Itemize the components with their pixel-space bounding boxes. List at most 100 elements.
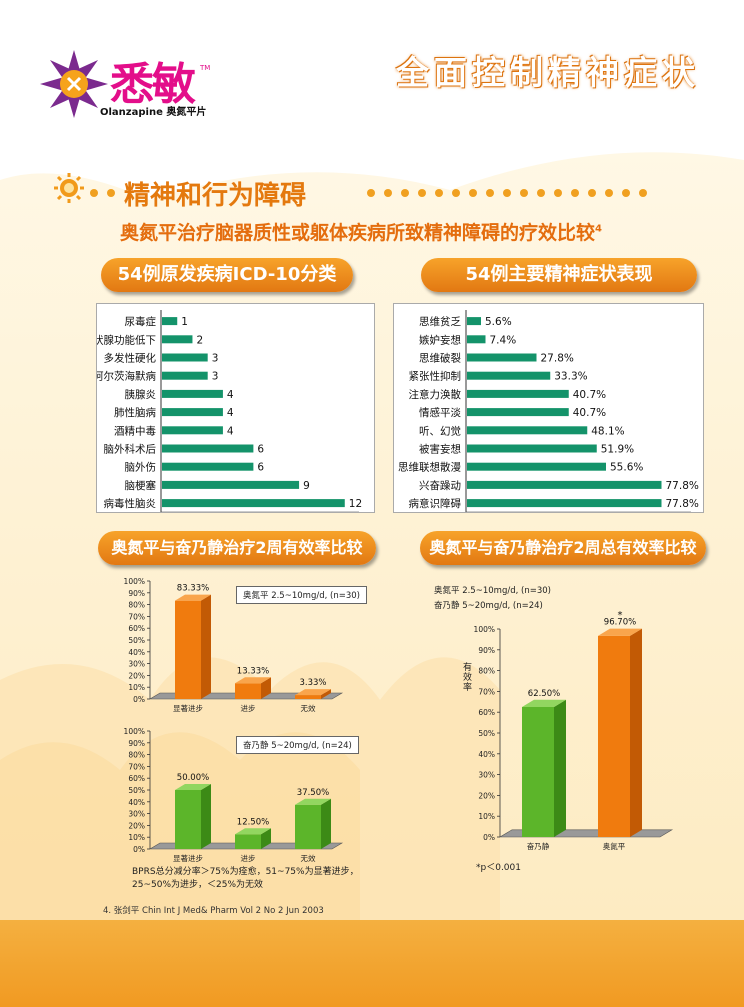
y-tick-label: 100%	[124, 577, 145, 586]
two-week-panel-title: 奥氮平与奋乃静治疗2周有效率比较	[98, 531, 376, 565]
bar	[598, 628, 642, 837]
bar-side	[201, 594, 211, 699]
bar	[467, 389, 569, 398]
sun-icon	[54, 173, 84, 203]
page-title: 全面控制精神症状	[396, 53, 700, 92]
category-label: 无效	[301, 853, 316, 863]
p-value-note: *p＜0.001	[476, 863, 521, 873]
icd-panel-title: 54例原发疾病ICD-10分类	[101, 258, 353, 292]
y-tick-label: 80%	[478, 667, 495, 676]
bar-top	[175, 784, 211, 790]
bar	[162, 408, 223, 417]
bar-front	[295, 804, 321, 849]
y-tick-label: 70%	[128, 612, 145, 621]
bar-side	[321, 689, 331, 699]
y-tick-label: 40%	[128, 648, 145, 657]
bar	[162, 317, 178, 326]
icd-chart-panel: 尿毒症 1 甲状腺功能低下 2 多发性硬化 3 阿尔茨海默病 3 胰腺炎 4 肺性脑病 4 酒精中毒 4 脑…	[83, 303, 375, 516]
y-tick-label: 50%	[128, 636, 145, 645]
bar	[162, 353, 208, 362]
y-tick-label: 0%	[133, 695, 145, 704]
bar	[467, 462, 606, 471]
value-label: 9	[303, 480, 310, 492]
bar-front	[295, 695, 321, 699]
bar-front	[522, 707, 554, 837]
bar-front	[235, 834, 261, 849]
bar-side	[261, 677, 271, 699]
y-tick-label: 20%	[478, 791, 495, 800]
value-label: 5.6%	[485, 316, 512, 328]
bar-front	[175, 790, 201, 849]
category-label: 脑外科术后	[104, 443, 157, 456]
brand-tm: TM	[200, 64, 211, 72]
value-label: 4	[227, 425, 234, 437]
y-tick-label: 80%	[128, 601, 145, 610]
category-label: 肺性脑病	[114, 406, 156, 419]
category-label: 阿尔茨海默病	[97, 370, 156, 383]
y-tick-label: 0%	[483, 833, 495, 842]
y-tick-label: 90%	[478, 646, 495, 655]
data-label: 83.33%	[177, 584, 209, 594]
category-label: 病毒性脑炎	[104, 497, 157, 510]
value-label: 27.8%	[541, 353, 574, 365]
y-tick-label: 80%	[128, 751, 145, 760]
value-label: 1	[181, 316, 188, 328]
y-tick-label: 20%	[128, 821, 145, 830]
significance-star: *	[618, 610, 623, 621]
value-label: 2	[196, 334, 203, 346]
category-label: 甲状腺功能低下	[97, 333, 156, 346]
icd-bar-chart: 尿毒症 1 甲状腺功能低下 2 多发性硬化 3 阿尔茨海默病 3 胰腺炎 4 肺性脑病 4 酒精中毒 4 脑…	[83, 310, 362, 516]
subtitle: 奥氮平治疗脑器质性或躯体疾病所致精神障碍的疗效比较4	[120, 218, 602, 245]
category-label: 奋乃静	[527, 841, 550, 851]
category-label: 病意识障碍	[409, 497, 462, 510]
brand-name: 悉敏	[110, 59, 196, 110]
category-label: 脑梗塞	[125, 479, 157, 492]
value-label: 51.9%	[601, 444, 634, 456]
bar-top	[295, 798, 331, 805]
y-tick-label: 90%	[128, 739, 145, 748]
bar-top	[522, 699, 566, 707]
subtitle-ref: 4	[595, 223, 602, 235]
y-tick-label: 50%	[128, 786, 145, 795]
bar-front	[598, 635, 630, 837]
bar-side	[630, 628, 642, 837]
value-label: 3	[212, 371, 219, 383]
value-label: 77.8%	[666, 498, 699, 510]
bar	[162, 462, 254, 471]
category-label: 思维联想散漫	[398, 461, 461, 474]
y-tick-label: 100%	[474, 625, 495, 634]
bar	[162, 371, 208, 380]
value-label: 6	[257, 444, 264, 456]
data-label: 50.00%	[177, 773, 209, 783]
y-tick-label: 30%	[478, 771, 495, 780]
bar	[467, 317, 481, 326]
y-tick-label: 40%	[478, 750, 495, 759]
olz-legend-text: 奥氮平 2.5~10mg/d, (n=30)	[434, 586, 551, 596]
subtitle-text: 奥氮平治疗脑器质性或躯体疾病所致精神障碍的疗效比较	[120, 222, 596, 244]
bar	[467, 480, 662, 489]
section-title: 精神和行为障碍	[124, 181, 307, 211]
value-label: 4	[227, 407, 234, 419]
y-axis-label: 有效率	[463, 663, 473, 693]
perphenazine-3d-chart: 0% 10% 20% 30% 40% 50% 60% 70% 80% 90% 100% 50.00% 显…	[124, 727, 344, 863]
brand-subtitle: Olanzapine 奥氮平片	[100, 107, 207, 118]
bar-top	[175, 594, 211, 601]
bar	[175, 784, 211, 849]
y-tick-label: 10%	[128, 683, 145, 692]
olanzapine-3d-chart: 0% 10% 20% 30% 40% 50% 60% 70% 80% 90% 100% 83.33% 显…	[124, 577, 344, 713]
category-label: 情感平淡	[419, 406, 461, 419]
reference-footnote: 4. 张剑平 Chin Int J Med& Pharm Vol 2 No 2 …	[103, 906, 324, 916]
y-tick-label: 40%	[128, 798, 145, 807]
y-tick-label: 30%	[128, 660, 145, 669]
bar	[162, 444, 254, 453]
brand-logo-sun	[40, 50, 108, 118]
bar-side	[261, 828, 271, 849]
category-label: 被害妄想	[419, 443, 461, 456]
bar-top	[235, 828, 271, 835]
value-label: 4	[227, 389, 234, 401]
bar	[467, 371, 551, 380]
category-label: 无效	[301, 703, 316, 713]
y-tick-label: 60%	[478, 708, 495, 717]
bar-top	[295, 689, 331, 696]
total-panel-title: 奥氮平与奋乃静治疗2周总有效率比较	[420, 531, 706, 565]
